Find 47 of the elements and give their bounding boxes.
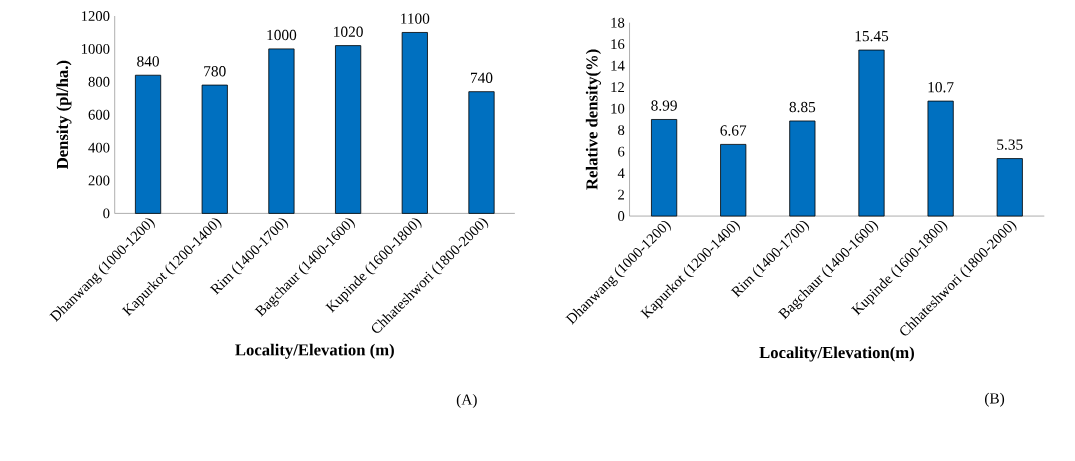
bar	[468, 91, 495, 214]
y-tick-label: 12	[611, 82, 625, 92]
y-tick-label: 10	[611, 103, 625, 114]
data-label: 1100	[401, 13, 430, 24]
y-tick-label: 600	[88, 109, 110, 120]
y-axis-title: Density (pl/ha.)	[56, 60, 72, 169]
x-axis-title: Locality/Elevation (m)	[235, 343, 394, 359]
y-tick-label: 0	[618, 210, 625, 221]
y-tick-label: 1200	[81, 10, 110, 21]
data-label: 840	[137, 55, 159, 67]
data-label: 8.99	[651, 100, 677, 111]
data-label: 10.7	[928, 81, 954, 93]
bar	[927, 100, 954, 217]
bar	[720, 143, 747, 217]
data-label: 1020	[334, 26, 363, 37]
y-tick-label: 4	[617, 168, 625, 178]
y-tick-label: 2	[618, 189, 625, 200]
data-label: 1000	[267, 29, 297, 40]
text: (B)	[984, 392, 1005, 407]
y-tick-label: 1000	[81, 43, 110, 54]
data-label: 15.45	[855, 30, 889, 42]
bar	[858, 49, 885, 217]
y-tick-label: 18	[611, 17, 625, 28]
bar	[789, 120, 816, 217]
y-tick-label: 16	[611, 39, 625, 49]
bar	[401, 31, 428, 214]
y-tick-label: 14	[611, 60, 625, 71]
bar	[268, 48, 295, 214]
text: (A)	[456, 393, 477, 408]
data-label: 8.85	[789, 101, 816, 113]
y-tick-label: 400	[88, 142, 110, 153]
bar	[651, 118, 678, 217]
x-axis-title: Locality/Elevation(m)	[759, 346, 914, 362]
bar	[201, 84, 228, 214]
y-tick-label: 8	[618, 124, 625, 135]
data-label: 740	[470, 72, 493, 83]
bar	[335, 44, 362, 214]
y-tick-label: 200	[88, 175, 110, 186]
y-tick-label: 6	[618, 146, 625, 157]
bar	[134, 74, 162, 214]
data-label: 6.67	[720, 125, 747, 136]
bar	[996, 157, 1023, 217]
data-label: 5.35	[997, 139, 1023, 150]
data-label: 780	[204, 65, 226, 77]
y-tick-label: 0	[103, 208, 110, 219]
y-tick-label: 800	[88, 76, 110, 87]
y-axis-title: Relative density(%)	[585, 49, 601, 190]
